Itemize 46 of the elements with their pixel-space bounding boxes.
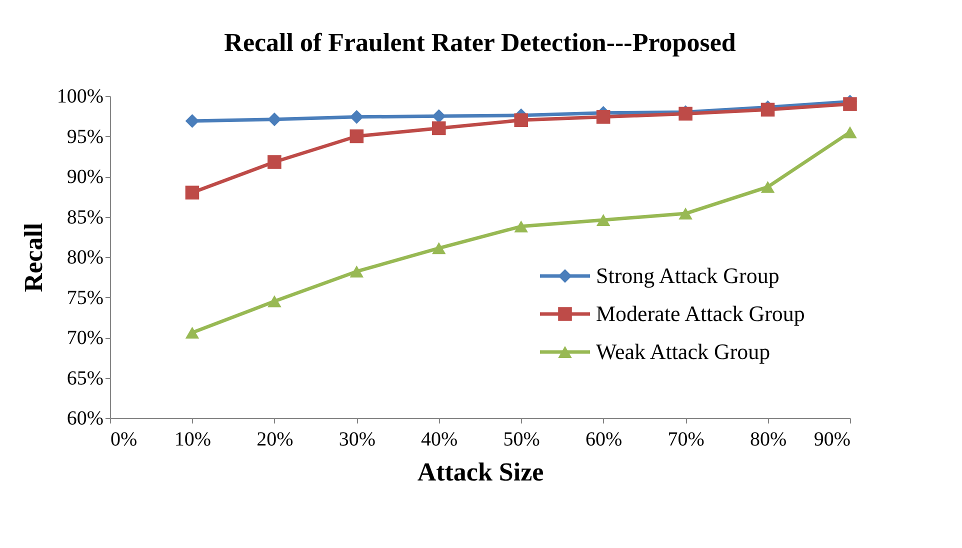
x-axis-title: Attack Size — [417, 458, 544, 486]
point — [843, 126, 857, 138]
x-tick-label: 0% — [110, 428, 138, 450]
x-tick-label: 90% — [814, 428, 850, 450]
point — [185, 114, 200, 128]
point — [596, 110, 610, 124]
x-tick-label: 80% — [750, 428, 787, 450]
legend-label: Strong Attack Group — [596, 263, 780, 288]
point — [350, 266, 364, 278]
y-tick-label: 90% — [66, 166, 104, 188]
legend-label: Moderate Attack Group — [596, 301, 805, 326]
y-tick-label: 75% — [66, 286, 104, 309]
point — [432, 242, 446, 254]
point — [678, 208, 692, 220]
point — [760, 102, 775, 117]
y-tick-label: 100% — [56, 86, 104, 108]
y-tick-label: 85% — [66, 206, 104, 228]
point — [432, 121, 446, 136]
point — [268, 155, 282, 169]
x-tick-label: 60% — [585, 428, 622, 450]
point — [350, 129, 364, 144]
x-tick-label: 70% — [668, 428, 704, 450]
legend-label: Weak Attack Group — [596, 339, 770, 364]
x-tick-label: 10% — [174, 428, 212, 450]
y-tick-label: 60% — [66, 408, 104, 430]
y-axis-title: Recall — [18, 222, 48, 292]
point — [185, 326, 200, 339]
point — [268, 295, 282, 308]
point — [760, 180, 775, 193]
point — [185, 186, 200, 200]
point — [514, 220, 528, 232]
x-tick-label: 30% — [338, 428, 376, 450]
point — [268, 112, 282, 126]
point — [350, 110, 364, 124]
point — [843, 97, 857, 111]
y-tick-label: 65% — [66, 367, 104, 390]
x-tick-label: 50% — [503, 428, 540, 450]
point — [432, 109, 446, 124]
point — [514, 113, 528, 128]
chart-title: Recall of Fraulent Rater Detection---Proposed — [224, 28, 736, 57]
y-tick-label: 95% — [66, 126, 104, 148]
y-tick-label: 80% — [66, 246, 104, 268]
x-tick-label: 40% — [421, 428, 458, 450]
y-tick-label: 70% — [66, 327, 104, 349]
point — [596, 214, 610, 226]
x-tick-label: 20% — [256, 428, 294, 450]
